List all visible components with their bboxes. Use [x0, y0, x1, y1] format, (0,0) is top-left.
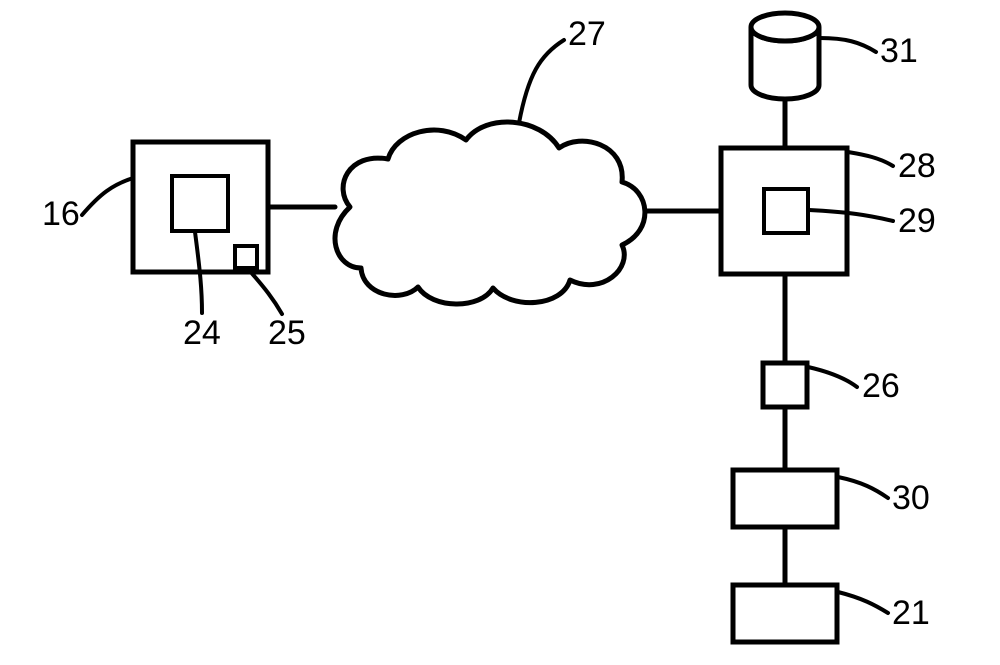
label-l27: 27 — [568, 15, 606, 53]
label-l25: 25 — [268, 314, 306, 352]
node-box25 — [235, 246, 257, 268]
node-box24 — [172, 176, 228, 231]
cylinder-top — [751, 13, 819, 41]
label-l26: 26 — [862, 367, 900, 405]
label-l28: 28 — [898, 147, 936, 185]
label-l24: 24 — [183, 314, 221, 352]
label-l31: 31 — [880, 32, 918, 70]
node-box26 — [763, 363, 807, 407]
node-box30 — [733, 470, 837, 527]
label-l16: 16 — [42, 195, 80, 233]
node-box29 — [764, 189, 808, 233]
node-box21 — [733, 585, 837, 642]
label-l29: 29 — [898, 202, 936, 240]
node-cyl31 — [751, 13, 819, 99]
label-l30: 30 — [892, 479, 930, 517]
label-l21: 21 — [892, 594, 930, 632]
diagram-background — [0, 0, 1000, 665]
